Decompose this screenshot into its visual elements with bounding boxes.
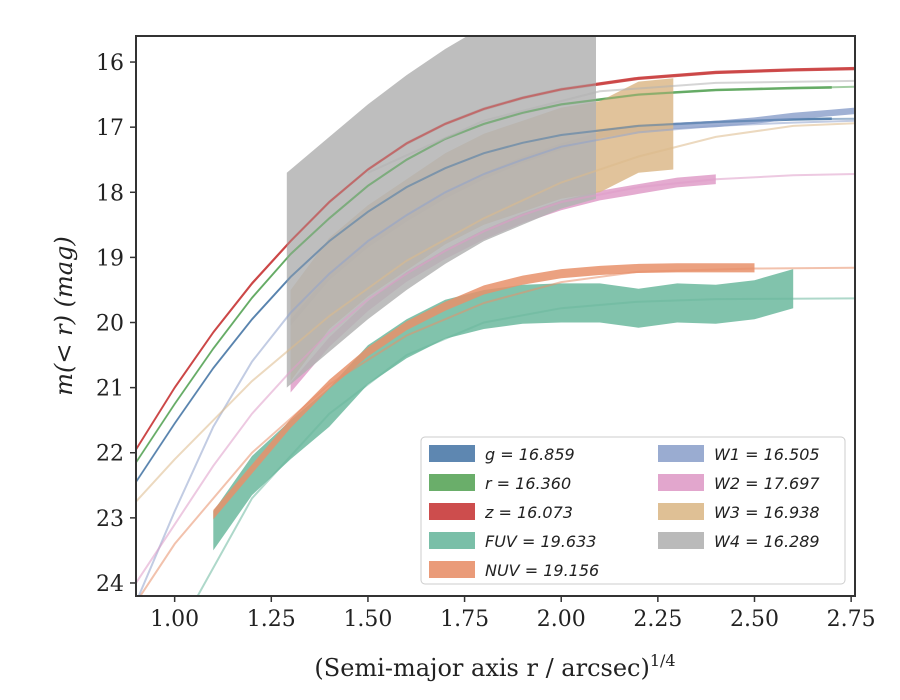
x-tick-label: 1.25 xyxy=(247,607,296,632)
model-curve-w3 xyxy=(136,122,855,503)
y-tick-label: 16 xyxy=(96,51,124,76)
band-fuv xyxy=(213,269,794,551)
legend-swatch-r xyxy=(429,474,475,491)
x-tick-label: 1.75 xyxy=(440,607,489,632)
x-tick-label: 2.25 xyxy=(633,607,682,632)
y-tick-label: 17 xyxy=(96,116,124,141)
plot-frame xyxy=(135,35,856,597)
x-axis-label-text: (Semi-major axis r / arcsec) xyxy=(314,654,649,682)
model-curve-w2 xyxy=(136,173,855,584)
legend-label-w4: W4 = 16.289 xyxy=(714,532,820,551)
band-w4 xyxy=(286,36,596,388)
model-curve-r xyxy=(136,85,855,464)
plot-area xyxy=(136,36,855,596)
model-curves xyxy=(136,67,855,596)
legend-swatch-z xyxy=(429,503,475,520)
legend-label-z: z = 16.073 xyxy=(484,503,573,522)
x-tick-label: 1.00 xyxy=(150,607,199,632)
x-axis-label-exponent: 1/4 xyxy=(650,651,676,670)
legend-frame xyxy=(420,436,846,585)
x-tick-label: 1.50 xyxy=(343,607,392,632)
y-tick-label: 23 xyxy=(96,507,124,532)
x-axis-label: (Semi-major axis r / arcsec)1/4 xyxy=(314,651,675,682)
legend-label-w3: W3 = 16.938 xyxy=(714,503,820,522)
x-tick-label: 2.50 xyxy=(730,607,779,632)
legend-swatch-w1 xyxy=(658,445,704,462)
model-curve-w4 xyxy=(367,79,855,174)
model-curve-z xyxy=(136,67,855,451)
legend-label-fuv: FUV = 19.633 xyxy=(485,532,596,551)
y-tick-label: 24 xyxy=(96,572,124,597)
model-curve-nuv xyxy=(139,266,855,596)
y-axis-ticks: 16 17 18 19 20 21 22 23 24 xyxy=(96,51,136,597)
legend-swatch-w4 xyxy=(658,532,704,549)
legend-entries: g = 16.859 r = 16.360 z = 16.073 FUV = 19.6… xyxy=(429,445,820,580)
legend: g = 16.859 r = 16.360 z = 16.073 FUV = 19.6… xyxy=(420,436,846,585)
legend-swatch-nuv xyxy=(429,561,475,578)
y-tick-label: 22 xyxy=(96,442,124,467)
model-curve-w1 xyxy=(137,119,855,596)
y-tick-label: 21 xyxy=(96,377,124,402)
y-tick-label: 18 xyxy=(96,181,124,206)
y-tick-label: 20 xyxy=(96,312,124,337)
legend-label-r: r = 16.360 xyxy=(485,474,571,493)
legend-label-g: g = 16.859 xyxy=(485,445,575,464)
legend-swatch-fuv xyxy=(429,532,475,549)
y-axis-label: m(< r) (mag) xyxy=(50,236,78,395)
model-curve-g xyxy=(136,117,855,483)
x-tick-label: 2.00 xyxy=(537,607,586,632)
x-axis-ticks: 1.00 1.25 1.50 1.75 2.00 2.25 2.50 2.75 xyxy=(150,596,876,632)
legend-swatch-g xyxy=(429,445,475,462)
y-tick-label: 19 xyxy=(96,246,124,271)
legend-swatch-w3 xyxy=(658,503,704,520)
legend-swatch-w2 xyxy=(658,474,704,491)
x-tick-label: 2.75 xyxy=(827,607,876,632)
legend-label-w2: W2 = 17.697 xyxy=(714,474,820,493)
model-curve-fuv xyxy=(196,297,855,596)
legend-label-nuv: NUV = 19.156 xyxy=(485,561,599,580)
legend-label-w1: W1 = 16.505 xyxy=(714,445,820,464)
